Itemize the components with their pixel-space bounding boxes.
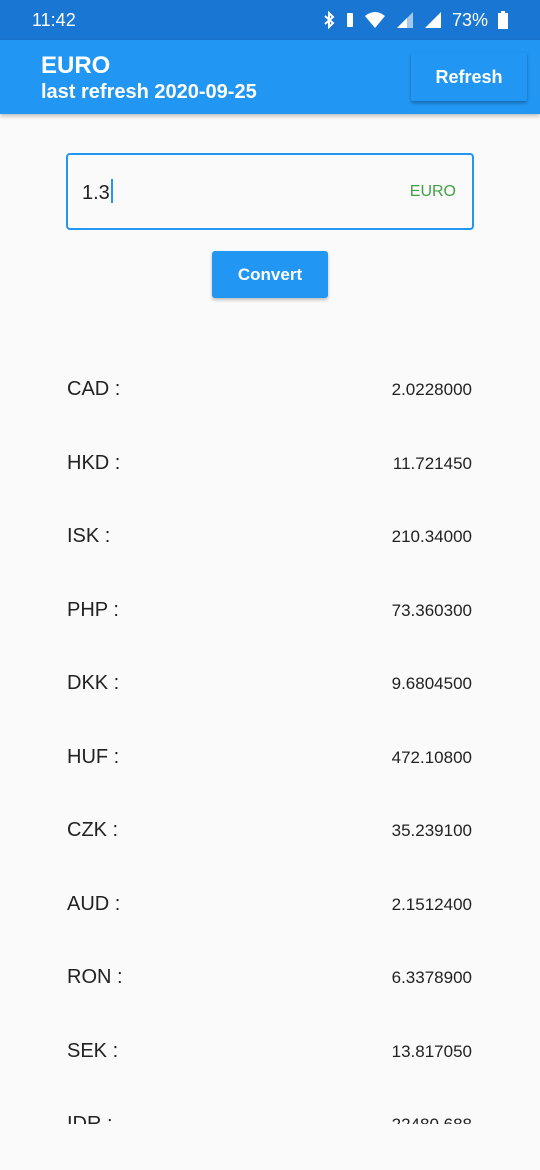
- rate-currency-code: HKD :: [67, 451, 121, 474]
- rate-value: 13.817050: [391, 1041, 472, 1061]
- rate-value: 2.0228000: [391, 380, 472, 399]
- rate-value: 2.1512400: [391, 894, 472, 914]
- vibrate-icon: [346, 12, 354, 28]
- rate-currency-code: DKK :: [67, 672, 120, 694]
- rate-currency-code: CAD :: [67, 378, 121, 400]
- rate-currency-code: HUF :: [67, 745, 120, 768]
- rate-row: RON : 6.3378900: [0, 940, 540, 1013]
- battery-icon: [498, 11, 508, 29]
- app-bar: EURO last refresh 2020-09-25 Refresh: [0, 40, 540, 114]
- refresh-button[interactable]: Refresh: [411, 53, 527, 101]
- wifi-icon: [364, 11, 386, 29]
- amount-input[interactable]: 1.3 EURO: [66, 153, 474, 230]
- rate-value: 6.3378900: [391, 968, 472, 987]
- rate-row: AUD : 2.1512400: [0, 867, 540, 940]
- text-cursor: [110, 179, 113, 203]
- rate-row: SEK : 13.817050: [0, 1014, 540, 1087]
- last-refresh-label: last refresh 2020-09-25: [41, 81, 257, 103]
- status-icons: 73%: [322, 10, 508, 31]
- rate-row: CAD : 2.0228000: [0, 352, 540, 425]
- rate-value: 472.10800: [391, 747, 472, 767]
- rate-currency-code: CZK :: [67, 819, 119, 841]
- rate-value: 9.6804500: [391, 674, 472, 693]
- signal-icon-2: [424, 11, 442, 29]
- rate-currency-code: IDR :: [67, 1113, 113, 1124]
- rate-currency-code: AUD :: [67, 892, 121, 915]
- rate-row: HKD : 11.721450: [0, 426, 540, 499]
- bluetooth-icon: [322, 11, 336, 29]
- convert-button[interactable]: Convert: [212, 251, 328, 298]
- amount-currency-suffix: EURO: [409, 183, 456, 200]
- rate-value: 35.239100: [391, 821, 472, 840]
- status-time: 11:42: [32, 9, 76, 30]
- rate-currency-code: SEK :: [67, 1039, 119, 1062]
- rate-value: 11.721450: [392, 453, 472, 473]
- rate-row: ISK : 210.34000: [0, 499, 540, 572]
- status-bar: 11:42 73%: [0, 0, 540, 40]
- rate-value: 73.360300: [391, 600, 472, 620]
- battery-percent: 73%: [451, 9, 488, 30]
- rate-value: 22480.688: [392, 1115, 472, 1124]
- rate-row: IDR : 22480.688: [0, 1087, 540, 1124]
- rate-row: DKK : 9.6804500: [0, 646, 540, 719]
- rate-row: CZK : 35.239100: [0, 793, 540, 866]
- rate-row: PHP : 73.360300: [0, 573, 540, 646]
- amount-input-value[interactable]: 1.3: [82, 179, 113, 205]
- rate-row: HUF : 472.10800: [0, 720, 540, 793]
- rate-currency-code: RON :: [67, 966, 123, 988]
- rate-currency-code: PHP :: [67, 598, 119, 621]
- rate-value: 210.34000: [391, 527, 472, 546]
- rates-list[interactable]: CAD : 2.0228000 HKD : 11.721450 ISK : 21…: [0, 352, 540, 1124]
- signal-icon: [396, 11, 414, 29]
- rate-currency-code: ISK :: [67, 525, 111, 547]
- page-title: EURO: [41, 52, 111, 79]
